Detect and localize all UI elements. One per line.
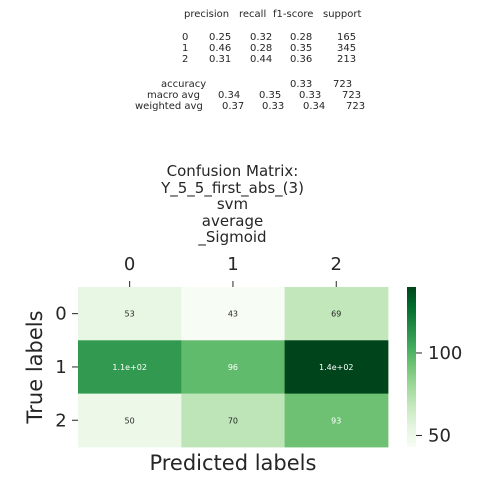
report-cell: 0.34	[218, 90, 241, 101]
report-header-cell: precision	[184, 9, 230, 20]
colorbar	[407, 287, 416, 447]
cell-annotation: 50	[125, 416, 135, 425]
chart-title-line: _Sigmoid	[198, 228, 267, 246]
report-cell: 0.37	[222, 101, 245, 112]
report-cell: 723	[333, 79, 353, 90]
cell-annotation: 69	[331, 310, 341, 319]
report-accuracy-label: accuracy	[161, 79, 207, 90]
report-header-cell: support	[323, 9, 362, 20]
report-weighted-avg-label: weighted avg	[135, 101, 203, 112]
report-cell: 0.33	[262, 101, 285, 112]
report-header-cell: f1-score	[273, 9, 314, 20]
x-tick-label: 0	[124, 254, 135, 275]
y-tick-label: 1	[55, 357, 66, 378]
report-cell: 0.35	[259, 90, 282, 101]
y-tick-label: 0	[55, 304, 66, 325]
report-header-cell: recall	[239, 9, 267, 20]
chart-title-line: svm	[216, 195, 249, 213]
cell-annotation: 53	[125, 310, 135, 319]
report-macro-avg-label: macro avg	[147, 90, 200, 101]
colorbar-tick-label: 50	[428, 425, 451, 446]
report-cell: 213	[337, 54, 357, 65]
report-cell: 0.25	[209, 32, 232, 43]
y-tick-label: 2	[55, 410, 66, 431]
report-row-label: 2	[182, 54, 189, 65]
classification-report: precision recall f1-score support 0 0.25 0.32 0…	[0, 0, 500, 130]
y-axis-label: True labels	[23, 310, 47, 424]
chart-title-line: average	[201, 211, 264, 230]
report-cell: 0.36	[290, 54, 313, 65]
chart-title: Confusion Matrix: Y_5_5_first_abs_(3) svm a…	[0, 163, 465, 246]
heatmap-cell	[284, 340, 389, 395]
report-cell: 723	[342, 90, 362, 101]
cell-annotation: 93	[331, 416, 341, 425]
heatmap-cell	[284, 287, 389, 341]
report-cell: 0.28	[250, 43, 273, 54]
heatmap-cell	[181, 340, 286, 395]
report-cell: 0.44	[250, 54, 273, 65]
heatmap-cell	[78, 393, 182, 448]
heatmap-cell	[284, 393, 389, 448]
heatmap-cell	[78, 287, 182, 341]
report-cell: 0.32	[250, 32, 273, 43]
report-cell: 345	[337, 43, 357, 54]
cell-annotation: 96	[228, 363, 238, 372]
report-row-label: 1	[182, 43, 189, 54]
heatmap-cell	[181, 393, 286, 448]
heatmap-cell	[78, 340, 182, 395]
report-cell: 0.33	[299, 90, 322, 101]
report-cell: 0.46	[209, 43, 232, 54]
chart-title-line: Confusion Matrix:	[166, 162, 299, 180]
heatmap-cell	[181, 287, 286, 341]
colorbar-tick-label: 100	[428, 343, 462, 364]
cell-annotation: 1.4e+02	[319, 363, 354, 372]
report-cell: 165	[337, 32, 357, 43]
cell-annotation: 43	[228, 310, 238, 319]
report-cell: 723	[346, 101, 366, 112]
report-row-label: 0	[182, 32, 189, 43]
cell-annotation: 1.1e+02	[112, 363, 147, 372]
report-cell: 0.33	[290, 79, 313, 90]
report-cell: 0.35	[290, 43, 313, 54]
x-tick-label: 2	[331, 254, 342, 275]
x-axis-label: Predicted labels	[149, 451, 316, 475]
report-cell: 0.34	[303, 101, 326, 112]
chart-title-line: Y_5_5_first_abs_(3)	[161, 178, 304, 197]
report-cell: 0.28	[290, 32, 313, 43]
x-tick-label: 1	[227, 254, 238, 275]
report-cell: 0.31	[209, 54, 232, 65]
cell-annotation: 70	[228, 416, 238, 425]
